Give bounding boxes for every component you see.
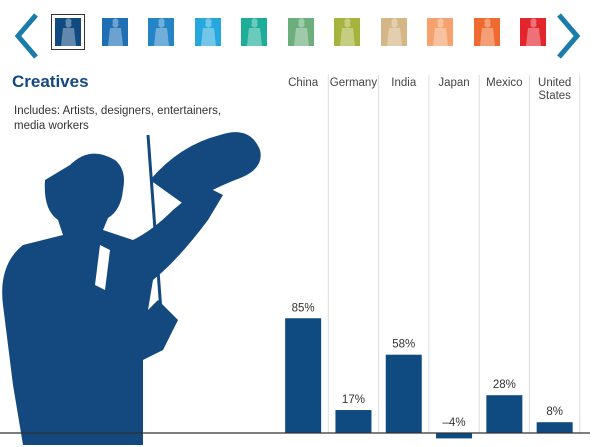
person-icon [293, 18, 309, 46]
category-tile[interactable] [473, 18, 500, 46]
bar-japan [436, 433, 473, 439]
person-icon [340, 18, 355, 46]
category-label: Germany [329, 77, 378, 89]
category-label: India [391, 77, 417, 89]
category-label: Japan [438, 77, 470, 89]
category-label: United States [538, 77, 572, 102]
category-label: China [288, 77, 319, 89]
category-tile[interactable] [241, 18, 267, 46]
category-label: Mexico [486, 77, 523, 89]
category-tile[interactable] [380, 18, 407, 46]
data-label: 28% [493, 379, 516, 391]
data-label: 58% [392, 339, 415, 351]
chevron-right-icon[interactable] [553, 12, 583, 62]
bar-germany [335, 410, 372, 433]
bar-mexico [486, 395, 523, 433]
category-tile[interactable] [427, 18, 453, 46]
category-tile[interactable] [520, 18, 546, 46]
person-icon [386, 18, 402, 46]
violinist-illustration [2, 132, 261, 446]
category-tile[interactable] [51, 14, 85, 50]
person-icon [61, 18, 76, 46]
category-tile[interactable] [194, 18, 221, 46]
person-icon [200, 18, 216, 46]
subtitle: Includes: Artists, designers, entertaine… [14, 105, 222, 132]
category-tile[interactable] [101, 18, 128, 46]
bar-united-states [536, 422, 573, 433]
category-tile[interactable] [287, 18, 314, 46]
category-tile[interactable] [148, 18, 174, 46]
person-icon [526, 18, 541, 46]
person-icon [107, 18, 123, 46]
data-label: 8% [546, 406, 563, 418]
data-label: 17% [342, 394, 365, 406]
chevron-left-icon[interactable] [12, 12, 42, 62]
bar-india [385, 354, 422, 433]
person-icon [154, 18, 169, 46]
person-icon [479, 18, 495, 46]
data-label: 85% [292, 302, 315, 314]
page-title: Creatives [12, 72, 89, 91]
data-label: –4% [443, 417, 466, 429]
person-icon [247, 18, 262, 46]
category-tile[interactable] [334, 18, 360, 46]
bar-china [285, 318, 322, 433]
person-icon [433, 18, 448, 46]
